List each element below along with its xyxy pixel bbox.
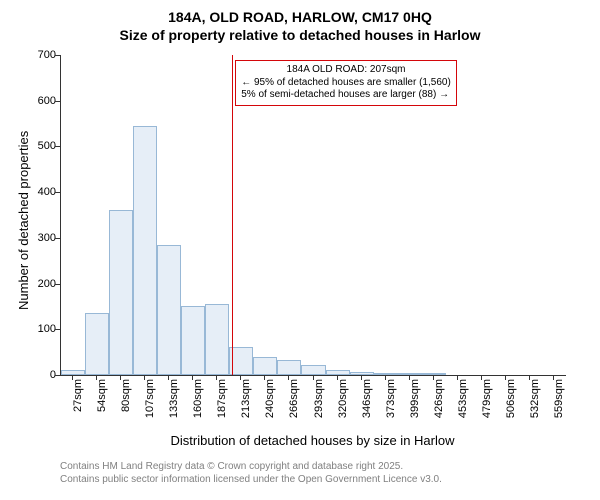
annotation-line: 184A OLD ROAD: 207sqm <box>241 64 451 77</box>
x-tick-label: 80sqm <box>120 379 132 412</box>
x-tick <box>313 375 314 380</box>
plot-area: 184A OLD ROAD: 207sqm← 95% of detached h… <box>60 55 566 376</box>
x-tick-label: 266sqm <box>288 379 300 418</box>
y-tick-label: 600 <box>38 95 56 107</box>
x-tick <box>505 375 506 380</box>
x-tick <box>96 375 97 380</box>
title-line-1: 184A, OLD ROAD, HARLOW, CM17 0HQ <box>0 8 600 26</box>
y-tick-label: 400 <box>38 186 56 198</box>
chart-container: 184A, OLD ROAD, HARLOW, CM17 0HQ Size of… <box>0 0 600 500</box>
reference-line <box>232 55 233 375</box>
x-tick-label: 373sqm <box>385 379 397 418</box>
bar <box>133 126 157 375</box>
x-tick <box>264 375 265 380</box>
chart-title: 184A, OLD ROAD, HARLOW, CM17 0HQ Size of… <box>0 0 600 44</box>
x-tick-label: 559sqm <box>553 379 565 418</box>
x-tick <box>288 375 289 380</box>
x-tick <box>361 375 362 380</box>
x-axis-label: Distribution of detached houses by size … <box>171 433 455 448</box>
x-tick-label: 187sqm <box>216 379 228 418</box>
bar <box>157 245 181 375</box>
x-axis: 27sqm 54sqm 80sqm 107sqm 133sqm 160sqm 187sqm 2… <box>60 375 565 435</box>
x-tick-label: 107sqm <box>144 379 156 418</box>
x-tick <box>409 375 410 380</box>
bar <box>205 304 229 375</box>
x-tick-label: 346sqm <box>361 379 373 418</box>
x-tick <box>192 375 193 380</box>
bar <box>301 365 325 375</box>
x-tick <box>433 375 434 380</box>
x-tick-label: 506sqm <box>505 379 517 418</box>
footer-line-1: Contains HM Land Registry data © Crown c… <box>60 460 442 473</box>
footer-line-2: Contains public sector information licen… <box>60 473 442 486</box>
y-tick-label: 500 <box>38 140 56 152</box>
x-tick-label: 532sqm <box>529 379 541 418</box>
x-tick <box>240 375 241 380</box>
x-tick-label: 160sqm <box>192 379 204 418</box>
y-tick-label: 700 <box>38 49 56 61</box>
bar <box>277 360 301 375</box>
y-tick-label: 100 <box>38 323 56 335</box>
bar <box>181 306 205 375</box>
x-tick <box>144 375 145 380</box>
x-tick-label: 54sqm <box>96 379 108 412</box>
x-tick <box>385 375 386 380</box>
x-tick <box>168 375 169 380</box>
x-tick-label: 293sqm <box>313 379 325 418</box>
x-tick-label: 27sqm <box>72 379 84 412</box>
x-tick <box>553 375 554 380</box>
x-tick-label: 426sqm <box>433 379 445 418</box>
bar <box>85 313 109 375</box>
x-tick-label: 399sqm <box>409 379 421 418</box>
x-tick <box>457 375 458 380</box>
x-tick <box>481 375 482 380</box>
y-tick-label: 200 <box>38 278 56 290</box>
y-tick-label: 300 <box>38 232 56 244</box>
footer-attribution: Contains HM Land Registry data © Crown c… <box>60 460 442 486</box>
bar <box>253 357 277 375</box>
x-tick <box>72 375 73 380</box>
x-tick-label: 479sqm <box>481 379 493 418</box>
x-tick-label: 320sqm <box>337 379 349 418</box>
x-tick-label: 133sqm <box>168 379 180 418</box>
x-tick <box>216 375 217 380</box>
x-tick <box>337 375 338 380</box>
title-line-2: Size of property relative to detached ho… <box>0 26 600 44</box>
x-tick <box>120 375 121 380</box>
x-tick-label: 240sqm <box>264 379 276 418</box>
x-tick-label: 453sqm <box>457 379 469 418</box>
x-tick <box>529 375 530 380</box>
y-axis-label: Number of detached properties <box>16 131 31 310</box>
annotation-line: ← 95% of detached houses are smaller (1,… <box>241 77 451 90</box>
bar <box>109 210 133 375</box>
annotation-box: 184A OLD ROAD: 207sqm← 95% of detached h… <box>235 60 457 106</box>
annotation-line: 5% of semi-detached houses are larger (8… <box>241 89 451 102</box>
bar <box>229 347 253 375</box>
x-tick-label: 213sqm <box>240 379 252 418</box>
